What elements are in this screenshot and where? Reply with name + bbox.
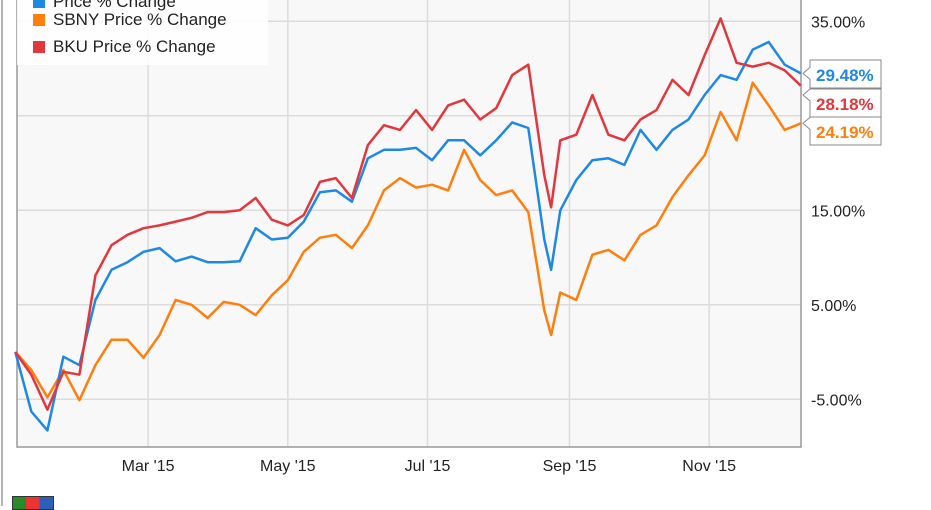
series-line-2 xyxy=(14,17,802,411)
end-value-label: 29.48% xyxy=(816,66,874,85)
y-tick-label: -5.00% xyxy=(811,392,862,409)
legend-swatch xyxy=(33,0,45,8)
legend-swatch xyxy=(33,41,45,53)
x-tick-label: Jul '15 xyxy=(405,458,451,475)
legend-swatch xyxy=(33,14,45,26)
end-value-label: 24.19% xyxy=(816,123,874,142)
plot-border xyxy=(16,0,802,448)
legend-item-bku[interactable]: BKU Price % Change xyxy=(33,37,216,57)
legend-label: BKU Price % Change xyxy=(53,37,216,56)
legend-item-series-1[interactable]: Price % Change xyxy=(33,0,176,12)
legend-item-sbny[interactable]: SBNY Price % Change xyxy=(33,10,227,30)
end-value-flag xyxy=(802,59,882,89)
legend: Price % Change SBNY Price % Change BKU P… xyxy=(17,0,268,65)
x-tick-label: Sep '15 xyxy=(543,458,597,475)
x-tick-label: May '15 xyxy=(260,458,316,475)
y-tick-label: 35.00% xyxy=(811,14,865,31)
end-value-flag xyxy=(802,116,882,146)
series-line-1 xyxy=(14,81,802,402)
x-tick-label: Mar '15 xyxy=(122,458,175,475)
legend-label: Price % Change xyxy=(53,0,176,11)
legend-label: SBNY Price % Change xyxy=(53,10,227,29)
series-line-0 xyxy=(14,40,802,432)
plot-area xyxy=(17,0,801,447)
ycharts-logo xyxy=(12,496,54,510)
y-tick-label: 15.00% xyxy=(811,203,865,220)
x-tick-label: Nov '15 xyxy=(682,458,736,475)
end-value-label: 28.18% xyxy=(816,95,874,114)
y-tick-label: 5.00% xyxy=(811,298,856,315)
